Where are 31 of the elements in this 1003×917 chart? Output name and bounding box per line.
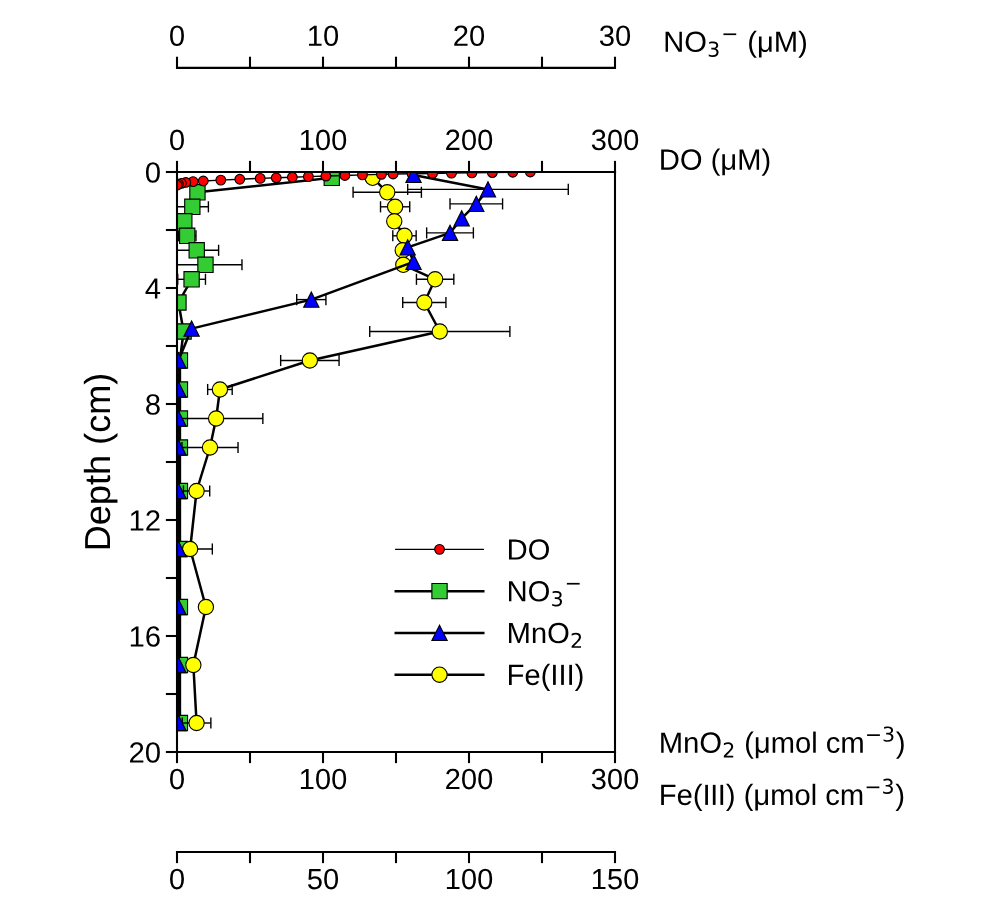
x2-tick-label: 0 [170, 25, 184, 47]
x2-tick-label: 100 [300, 129, 347, 151]
x-tick-label: 150 [592, 868, 639, 890]
x2-axis-title: DO (μM) [661, 148, 770, 176]
x-axis-title: Fe(III) (μmol cm$^{−3}$) [661, 778, 904, 811]
y-tick-label: 0 [145, 162, 160, 183]
x2-tick-label: 20 [454, 25, 485, 47]
x2-tick-label: 300 [591, 129, 639, 151]
x-tick-label: 50 [307, 868, 339, 890]
legend-label: DO [509, 539, 549, 560]
x-tick-label: 0 [170, 768, 184, 790]
y-tick-label: 20 [130, 742, 160, 763]
y-tick-label: 4 [145, 278, 161, 299]
x2-axis-title: NO$_{3}$$^{−}$ (μM) [665, 30, 806, 58]
y-tick-label: 16 [130, 626, 160, 647]
x-tick-label: 200 [446, 768, 493, 790]
x2-tick-label: 0 [170, 129, 184, 151]
x2-tick-label: 200 [446, 129, 493, 151]
legend-label: MnO$_{2}$ [509, 622, 582, 648]
x-tick-label: 100 [300, 768, 347, 790]
legend-label: NO$_{3}$$^{−}$ [509, 580, 580, 607]
legend-label: Fe(III) [509, 663, 583, 691]
x-tick-label: 300 [591, 768, 639, 790]
x-tick-label: 0 [170, 868, 184, 890]
x-tick-label: 100 [446, 868, 493, 890]
y-axis-title: Depth (cm) [83, 374, 118, 549]
x2-tick-label: 10 [309, 25, 339, 47]
x2-tick-label: 30 [599, 25, 631, 47]
y-tick-label: 8 [146, 394, 160, 415]
y-tick-label: 12 [130, 510, 160, 531]
x-axis-title: MnO$_{2}$ (μmol cm$^{−3}$) [661, 726, 904, 759]
